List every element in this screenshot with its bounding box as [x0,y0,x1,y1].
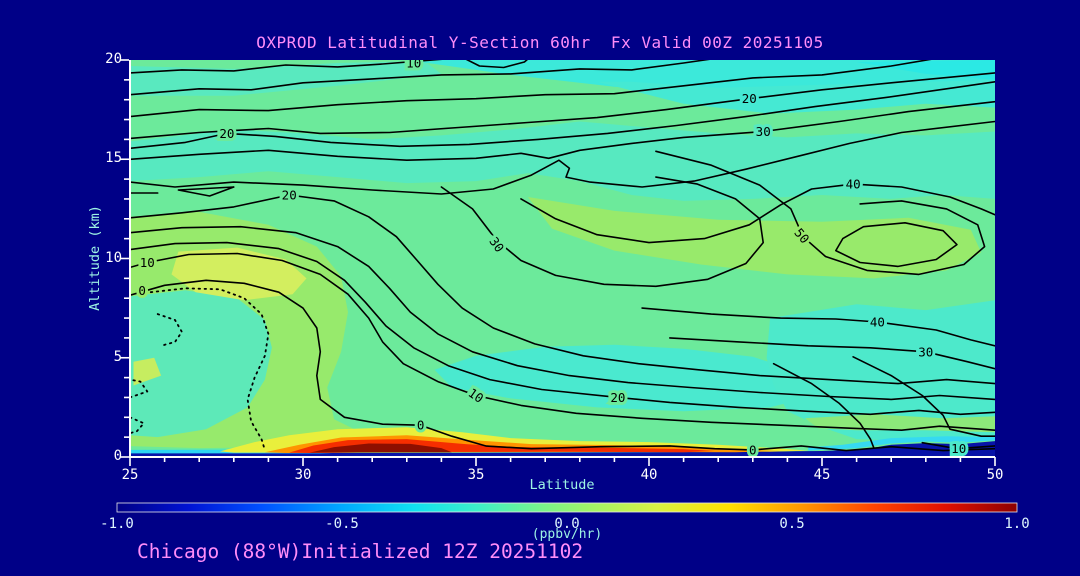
colorbar-tick-label--0.5: -0.5 [325,516,359,532]
fill-region-teal-lower-left [130,290,272,438]
colorbar-tick-label-0.5: 0.5 [779,516,805,532]
colorbar-tick-label-1.0: 1.0 [1004,516,1030,532]
contour-label: 20 [610,390,625,405]
contour-label: 40 [846,177,861,192]
fill-region-teal-mid-band [130,121,995,201]
y-tick-label-20: 20 [105,51,122,67]
contour-label: 10 [406,56,421,71]
x-tick-label-45: 45 [813,467,831,483]
contour-label: 0 [417,418,425,433]
contour-line-level-20 [130,225,995,401]
fill-region-darkred-core [309,443,452,453]
contour-label: 0 [749,442,757,457]
y-axis-ticks [120,59,129,458]
contour-line-level-10 [130,60,443,74]
colorbar [116,502,1018,513]
fill-region-navy-surface-layer [130,441,995,457]
contour-line-level-0 [130,279,995,452]
contour-line-level-40 [520,183,995,244]
contour-line-level-20 [852,356,995,437]
contour-line-level-30 [130,120,995,195]
fill-region-teal-low-mid [434,344,816,412]
fill-region-yellow-patch-left [171,247,307,301]
fill-region-cyan-top-right [406,60,995,92]
contour-line-level-30 [440,176,764,288]
contour-label: 10 [951,441,966,456]
contour-label: 0 [138,283,146,298]
colorbar-units-label: (ppbv/hr) [531,527,603,542]
run-info-footer: Chicago (88°W)Initialized 12Z 20251102 [137,540,584,563]
contour-line-layer [130,60,995,452]
contour-line-level-50 [655,150,986,276]
contour-label: 30 [918,344,933,359]
page-title: OXPROD Latitudinal Y-Section 60hr Fx Val… [256,33,824,52]
contour-label: 20 [742,91,757,106]
contour-line-level-10 [130,252,995,431]
x-tick-label-25: 25 [121,467,139,483]
y-tick-label-0: 0 [113,448,122,464]
x-axis-label: Latitude [529,477,595,493]
x-tick-label-30: 30 [294,467,312,483]
x-tick-label-35: 35 [467,467,485,483]
contour-line-level-20 [130,194,995,385]
x-tick-label-40: 40 [640,467,658,483]
contour-line-level-10 [130,60,932,118]
contour-line-level-30 [130,100,995,161]
contour-line-level-30 [669,337,995,370]
contour-label: 20 [282,188,297,203]
x-axis-ticks [129,457,996,466]
contour-label: 40 [870,315,885,330]
colorbar-tick-label--1.0: -1.0 [100,516,134,532]
contour-line-level-20 [130,81,995,150]
contour-line-level-30 [177,186,235,197]
y-tick-label-5: 5 [113,348,122,365]
contour-line-level--10 [130,378,149,399]
fill-region-cyan-fringe-right [808,436,995,451]
colorbar-tick-label-0.0: 0.0 [554,516,580,532]
fill-region-yellowgreen-dome-right [527,197,982,279]
contour-line-level-50 [835,222,958,268]
contour-line-level--10 [149,287,270,451]
contour-label: 20 [219,126,234,141]
fill-region-yellow-patch-edge [133,357,162,386]
contour-line-level-10 [465,60,528,69]
contour-line-level-10 [921,441,995,450]
contour-line-level--10 [156,313,183,347]
contour-line-level-20 [130,72,995,140]
y-tick-label-15: 15 [105,150,122,167]
contour-line-level-40 [641,307,995,347]
contour-line-level-10 [130,60,710,96]
contour-label: 10 [140,255,155,270]
contour-label: 30 [756,124,771,139]
contour-line-level-20 [130,241,995,416]
x-tick-label-50: 50 [986,467,1004,483]
fill-region-cyan-corner [856,60,995,80]
y-tick-label-10: 10 [105,249,122,266]
contour-line-level--10 [130,416,145,435]
